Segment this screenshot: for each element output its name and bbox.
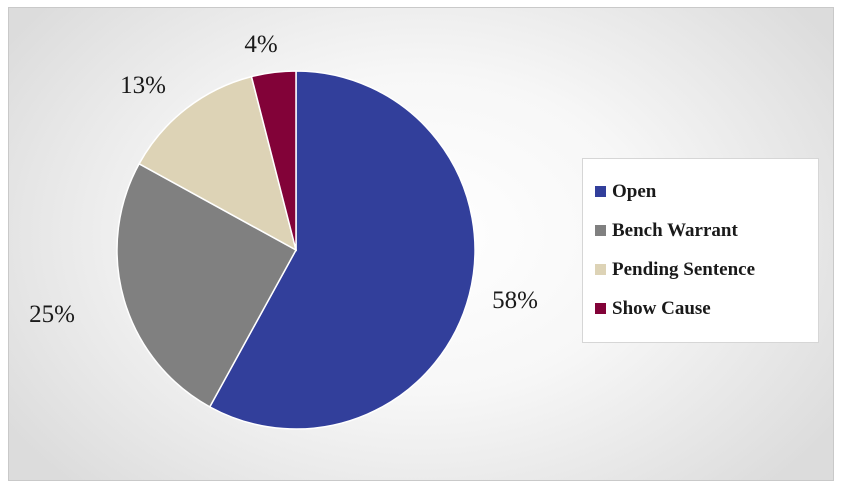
legend-label-open: Open xyxy=(612,180,657,202)
data-label-bench-warrant: 25% xyxy=(29,301,75,328)
pie-slice-show-cause xyxy=(250,70,297,251)
legend-label-bench-warrant: Bench Warrant xyxy=(612,219,738,241)
pie-slice-open xyxy=(208,70,476,430)
data-label-show-cause: 4% xyxy=(244,31,277,58)
chart-legend: Open Bench Warrant Pending Sentence Show… xyxy=(582,158,819,343)
pie-slice-pending-sentence xyxy=(138,75,298,252)
legend-swatch-pending-sentence xyxy=(595,264,606,275)
legend-entry-bench-warrant: Bench Warrant xyxy=(583,211,818,250)
legend-label-show-cause: Show Cause xyxy=(612,297,711,319)
legend-swatch-open xyxy=(595,186,606,197)
legend-entry-open: Open xyxy=(583,172,818,211)
legend-swatch-bench-warrant xyxy=(595,225,606,236)
legend-swatch-show-cause xyxy=(595,303,606,314)
legend-entry-pending-sentence: Pending Sentence xyxy=(583,250,818,289)
legend-label-pending-sentence: Pending Sentence xyxy=(612,258,756,280)
data-label-open: 58% xyxy=(492,287,538,314)
pie-slice-bench-warrant xyxy=(116,162,298,408)
legend-entry-show-cause: Show Cause xyxy=(583,289,818,328)
data-label-pending-sentence: 13% xyxy=(120,72,166,99)
